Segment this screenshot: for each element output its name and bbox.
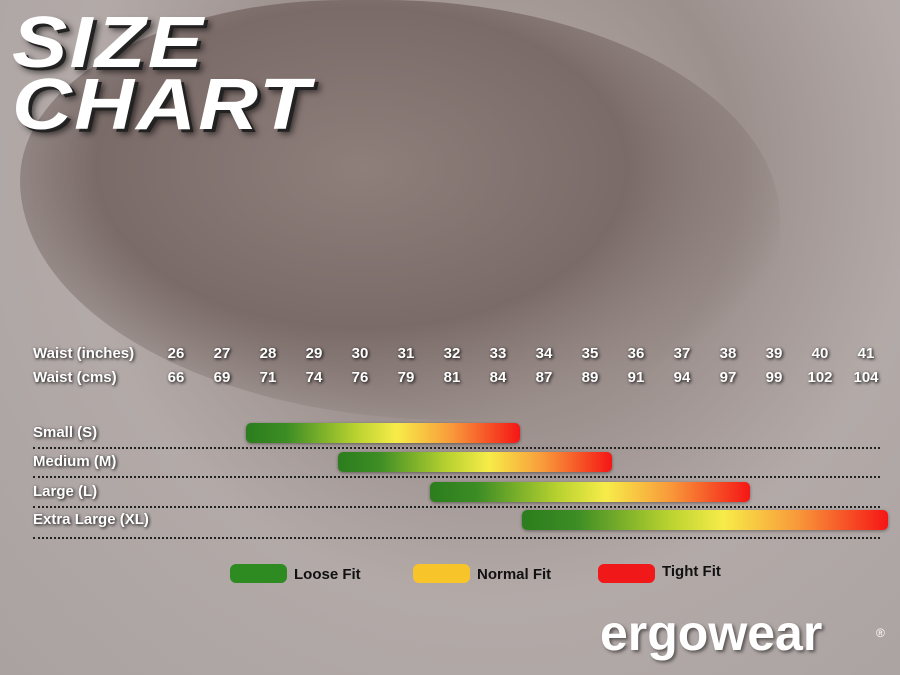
row-divider — [33, 476, 880, 478]
registered-mark: ® — [876, 626, 885, 640]
size-range-bar — [430, 482, 750, 502]
waist-cm-tick: 79 — [397, 369, 415, 386]
size-label: Medium (M) — [33, 453, 117, 470]
row-divider — [33, 506, 880, 508]
size-range-bar — [522, 510, 888, 530]
waist-inch-tick: 41 — [857, 345, 875, 362]
title-line-1: SIZE — [12, 3, 206, 83]
size-label: Extra Large (XL) — [33, 511, 149, 528]
waist-inch-tick: 37 — [673, 345, 691, 362]
size-label: Large (L) — [33, 483, 98, 500]
waist-inch-tick: 40 — [811, 345, 829, 362]
waist-cm-tick: 76 — [351, 369, 369, 386]
waist-cm-tick: 89 — [581, 369, 599, 386]
waist-cm-tick: 87 — [535, 369, 553, 386]
waist-inches-label: Waist (inches) — [33, 345, 135, 362]
waist-inch-tick: 30 — [351, 345, 369, 362]
waist-cm-tick: 74 — [305, 369, 323, 386]
title-line-2: CHART — [12, 65, 312, 145]
size-range-bar — [246, 423, 520, 443]
waist-cm-tick: 104 — [853, 369, 879, 386]
waist-inch-tick: 32 — [443, 345, 461, 362]
waist-inch-tick: 29 — [305, 345, 323, 362]
waist-cm-tick: 99 — [765, 369, 783, 386]
legend-label: Tight Fit — [662, 563, 721, 580]
waist-cm-tick: 97 — [719, 369, 737, 386]
waist-cm-tick: 66 — [167, 369, 185, 386]
legend-label: Loose Fit — [294, 566, 361, 583]
legend-swatch — [413, 564, 470, 583]
waist-inch-tick: 34 — [535, 345, 553, 362]
waist-cm-tick: 84 — [489, 369, 507, 386]
waist-inch-tick: 27 — [213, 345, 231, 362]
waist-cm-tick: 102 — [807, 369, 833, 386]
waist-inch-tick: 28 — [259, 345, 277, 362]
waist-cm-tick: 81 — [443, 369, 461, 386]
waist-cm-tick: 94 — [673, 369, 691, 386]
waist-inch-tick: 35 — [581, 345, 599, 362]
waist-cms-label: Waist (cms) — [33, 369, 117, 386]
waist-cm-tick: 71 — [259, 369, 277, 386]
waist-inch-tick: 33 — [489, 345, 507, 362]
row-divider — [33, 537, 880, 539]
legend-swatch — [598, 564, 655, 583]
legend-label: Normal Fit — [477, 566, 552, 583]
waist-cm-tick: 91 — [627, 369, 645, 386]
waist-inch-tick: 26 — [167, 345, 185, 362]
row-divider — [33, 447, 880, 449]
waist-cm-tick: 69 — [213, 369, 231, 386]
waist-inch-tick: 38 — [719, 345, 737, 362]
size-range-bar — [338, 452, 612, 472]
ergowear-logo: ergowear — [600, 605, 823, 661]
legend-swatch — [230, 564, 287, 583]
waist-inch-tick: 39 — [765, 345, 783, 362]
size-label: Small (S) — [33, 424, 98, 441]
waist-inch-tick: 36 — [627, 345, 645, 362]
waist-inch-tick: 31 — [397, 345, 415, 362]
